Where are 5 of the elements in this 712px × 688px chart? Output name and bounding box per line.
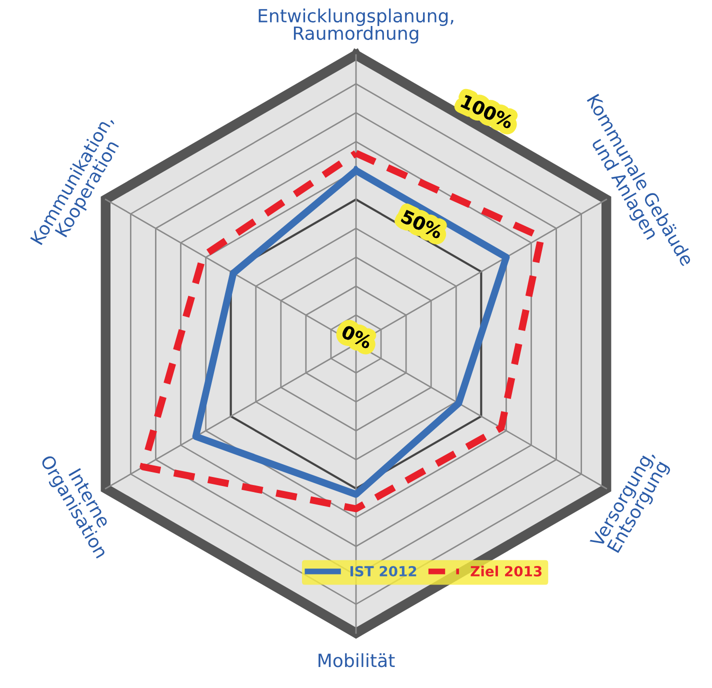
spoke-label: Mobilität bbox=[318, 653, 395, 668]
legend-label: Ziel 2013 bbox=[470, 566, 542, 576]
y-tick-label: 0% bbox=[340, 324, 373, 350]
legend-label: IST 2012 bbox=[350, 566, 416, 576]
spoke-label: Entwicklungsplanung, Raumordnung bbox=[258, 8, 454, 44]
